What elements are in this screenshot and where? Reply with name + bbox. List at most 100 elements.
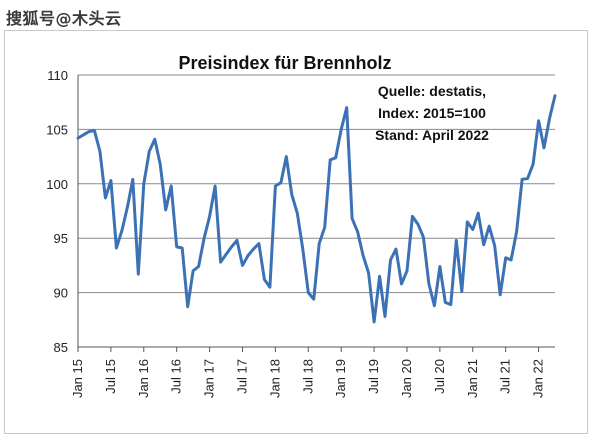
- annotation-status-date: Stand: April 2022: [375, 127, 489, 143]
- data-point: [121, 229, 123, 232]
- data-point: [493, 245, 496, 247]
- data-point: [373, 321, 375, 323]
- data-point: [197, 265, 200, 268]
- data-point: [378, 275, 381, 278]
- data-point: [104, 197, 107, 199]
- data-point: [82, 134, 85, 136]
- data-point: [444, 301, 447, 304]
- data-point: [137, 273, 140, 275]
- data-point: [395, 248, 397, 250]
- data-point: [307, 291, 310, 294]
- data-point: [548, 117, 551, 120]
- data-point: [263, 278, 266, 281]
- data-point: [258, 242, 260, 245]
- data-point: [477, 212, 480, 214]
- x-tick-label: Jul 21: [498, 359, 513, 394]
- x-tick-label: Jan 17: [202, 359, 217, 398]
- data-point: [406, 270, 408, 272]
- data-point: [367, 272, 370, 274]
- x-tick-label: Jul 19: [366, 359, 381, 394]
- data-point: [219, 261, 222, 263]
- y-tick-label: 90: [54, 286, 68, 301]
- data-point: [170, 185, 172, 187]
- data-point: [143, 183, 145, 185]
- annotation-source: Quelle: destatis,: [378, 83, 486, 99]
- data-point: [389, 259, 392, 261]
- data-point: [466, 221, 469, 223]
- data-point: [334, 156, 337, 159]
- data-point: [203, 237, 205, 239]
- x-tick-label: Jan 21: [465, 359, 480, 398]
- y-tick-labels: 85 90 95 100 105 110: [46, 68, 68, 355]
- series-layer: [76, 94, 557, 324]
- x-tick-label: Jul 16: [169, 359, 184, 394]
- data-point: [164, 209, 167, 211]
- data-point: [362, 254, 364, 257]
- data-point: [450, 303, 452, 306]
- x-tick-label: Jul 15: [103, 359, 118, 394]
- data-point: [504, 257, 507, 259]
- x-tick-labels: Jan 15 Jul 15 Jan 16 Jul 16 Jan 17 Jul 17 Jan …: [70, 359, 546, 398]
- data-point: [241, 264, 244, 267]
- data-point: [280, 181, 282, 184]
- data-point: [230, 246, 233, 248]
- data-point: [356, 230, 359, 233]
- data-point: [175, 246, 178, 248]
- data-point: [400, 283, 403, 285]
- data-point: [285, 155, 288, 158]
- annotation-index-base: Index: 2015=100: [378, 105, 486, 121]
- data-point: [110, 179, 112, 182]
- data-point: [521, 178, 523, 181]
- data-point: [340, 128, 343, 131]
- data-point: [351, 217, 353, 220]
- chart-title: Preisindex für Brennholz: [178, 53, 391, 73]
- data-point: [225, 253, 227, 256]
- data-point: [428, 283, 430, 285]
- x-tick-label: Jul 20: [432, 359, 447, 394]
- data-point: [296, 212, 299, 214]
- data-point: [482, 243, 485, 246]
- data-point: [115, 247, 118, 249]
- data-point: [455, 239, 458, 242]
- x-tick-label: Jan 22: [531, 359, 546, 398]
- axes: [77, 75, 555, 352]
- data-point: [515, 230, 518, 233]
- data-point: [252, 248, 255, 250]
- data-point: [302, 248, 304, 250]
- grid-lines: [78, 74, 555, 294]
- data-point: [439, 265, 441, 268]
- data-point: [329, 159, 332, 161]
- data-point: [154, 138, 156, 140]
- data-point: [291, 193, 293, 196]
- y-tick-label: 105: [46, 122, 68, 137]
- watermark-text: 搜狐号@木头云: [6, 9, 122, 28]
- data-point: [313, 298, 315, 300]
- x-tick-label: Jan 15: [70, 359, 85, 398]
- data-point: [269, 286, 271, 289]
- data-point: [148, 150, 151, 152]
- data-point: [181, 247, 183, 249]
- data-point: [345, 106, 348, 109]
- data-point: [77, 137, 79, 139]
- y-tick-label: 95: [54, 231, 68, 246]
- data-point: [411, 215, 414, 218]
- data-point: [208, 215, 211, 218]
- data-point: [186, 305, 189, 308]
- data-point: [488, 225, 491, 227]
- y-tick-label: 85: [54, 340, 68, 355]
- data-point: [88, 130, 90, 133]
- data-point: [526, 177, 529, 180]
- data-point: [93, 129, 96, 132]
- data-point: [384, 315, 386, 318]
- data-point: [417, 223, 419, 225]
- x-tick-label: Jan 19: [333, 359, 348, 398]
- data-point: [192, 270, 194, 272]
- data-point: [214, 185, 216, 187]
- data-point: [537, 119, 540, 122]
- x-tick-label: Jul 17: [234, 359, 249, 394]
- data-point: [159, 163, 161, 165]
- x-tick-label: Jul 18: [300, 359, 315, 394]
- data-point: [554, 94, 556, 97]
- y-tick-label: 100: [46, 177, 68, 192]
